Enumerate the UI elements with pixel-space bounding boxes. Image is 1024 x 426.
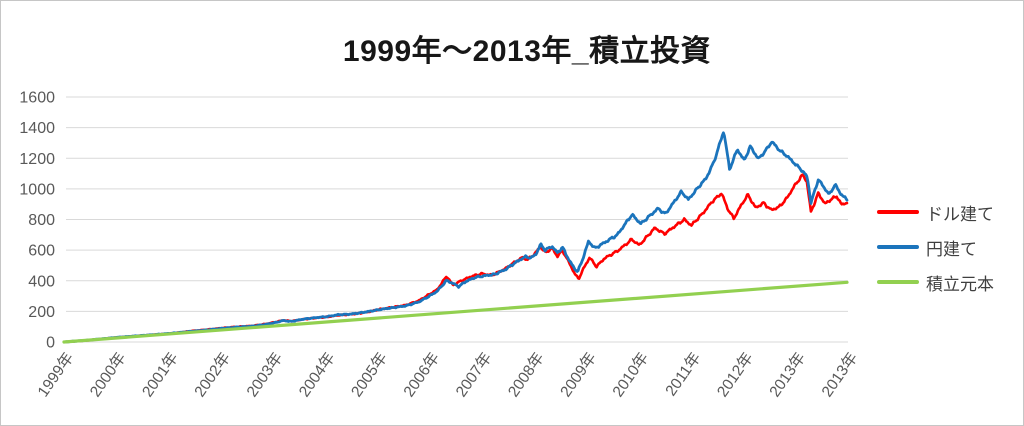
x-tick-label: 2007年 bbox=[452, 349, 495, 400]
legend-label: 積立元本 bbox=[926, 274, 994, 294]
y-tick-label: 1000 bbox=[19, 181, 55, 198]
series-path-2 bbox=[62, 280, 849, 344]
x-tick-label: 2001年 bbox=[138, 349, 181, 400]
x-tick-label: 2009年 bbox=[557, 349, 600, 400]
x-tick-label: 2010年 bbox=[609, 349, 652, 400]
x-tick-label: 2008年 bbox=[504, 349, 547, 400]
y-tick-label: 200 bbox=[28, 304, 55, 321]
x-tick-label: 2012年 bbox=[713, 349, 756, 400]
legend-line-red-icon bbox=[877, 210, 919, 214]
x-tick-label: 2000年 bbox=[86, 349, 129, 400]
y-tick-label: 0 bbox=[46, 335, 55, 352]
legend-line-blue-icon bbox=[877, 245, 919, 249]
legend: ドル建て 円建て 積立元本 bbox=[877, 201, 994, 294]
legend-item-principal: 積立元本 bbox=[877, 271, 994, 294]
x-tick-label: 2003年 bbox=[243, 349, 286, 400]
series-path-0 bbox=[62, 173, 849, 344]
y-tick-label: 600 bbox=[28, 243, 55, 260]
y-tick-label: 400 bbox=[28, 273, 55, 290]
legend-label: 円建て bbox=[926, 239, 977, 259]
x-tick-label: 2002年 bbox=[191, 349, 234, 400]
x-tick-label: 2013年 bbox=[766, 349, 809, 400]
y-tick-label: 1200 bbox=[19, 151, 55, 168]
legend-item-yen: 円建て bbox=[877, 236, 994, 259]
x-tick-label: 2005年 bbox=[347, 349, 390, 400]
legend-line-green-icon bbox=[877, 280, 919, 284]
y-tick-label: 1400 bbox=[19, 120, 55, 137]
y-tick-label: 1600 bbox=[19, 90, 55, 107]
legend-item-dollar: ドル建て bbox=[877, 201, 994, 224]
y-tick-label: 800 bbox=[28, 212, 55, 229]
legend-label: ドル建て bbox=[926, 204, 994, 224]
x-tick-label: 2013年 bbox=[818, 349, 861, 400]
x-tick-label: 1999年 bbox=[34, 349, 77, 400]
x-tick-label: 2011年 bbox=[662, 349, 705, 399]
chart-title: 1999年～2013年_積立投資 bbox=[342, 35, 712, 68]
x-tick-label: 2006年 bbox=[400, 349, 443, 400]
x-tick-label: 2004年 bbox=[295, 349, 338, 400]
series-path-1 bbox=[62, 131, 849, 344]
